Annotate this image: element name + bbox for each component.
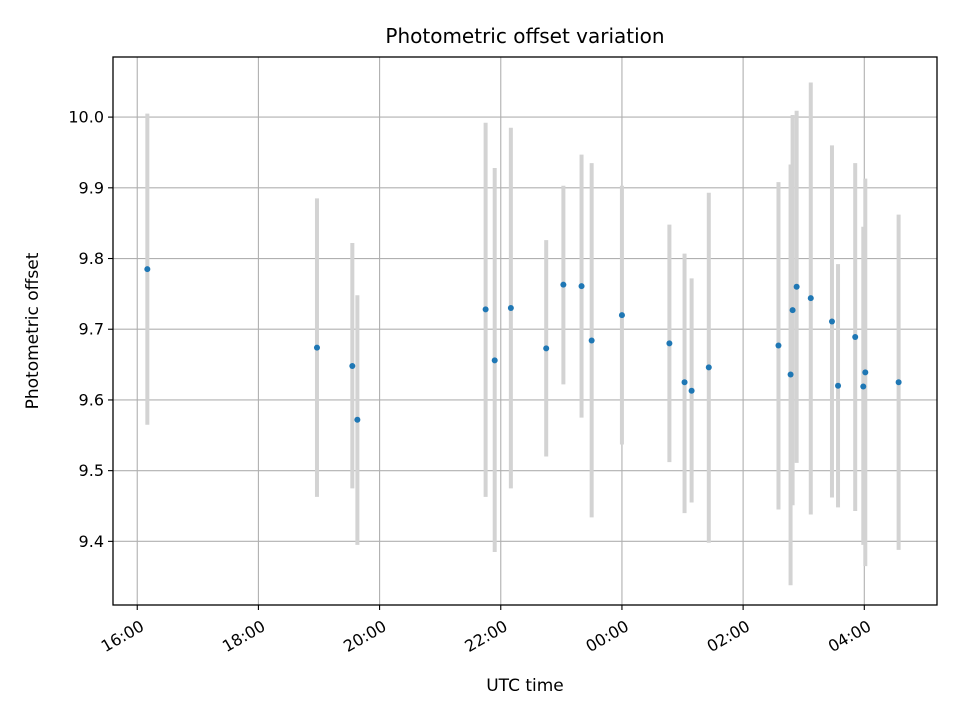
data-point	[895, 379, 902, 386]
y-ticks: 9.4 9.5 9.6 9.7 9.8 9.9 10.0	[68, 108, 113, 551]
x-axis-label: UTC time	[486, 676, 564, 696]
data-point	[507, 305, 514, 312]
data-point	[543, 345, 550, 352]
y-tick-label: 10.0	[68, 108, 104, 127]
data-point	[862, 369, 869, 376]
data-point	[705, 364, 712, 371]
data-point	[681, 379, 688, 386]
y-axis-label: Photometric offset	[23, 252, 43, 409]
data-point	[789, 307, 796, 314]
data-point	[482, 306, 489, 313]
data-point	[578, 283, 585, 290]
data-point	[828, 318, 835, 325]
data-point	[618, 312, 625, 319]
data-point	[560, 281, 567, 288]
y-tick-label: 9.8	[79, 249, 104, 268]
y-tick-label: 9.4	[79, 532, 104, 551]
y-tick-label: 9.5	[79, 461, 104, 480]
data-point	[588, 337, 595, 344]
data-point	[144, 266, 151, 273]
data-point	[852, 334, 859, 341]
plot-frame	[112, 56, 938, 606]
y-tick-label: 9.9	[79, 178, 104, 197]
y-tick-label: 9.6	[79, 390, 104, 409]
data-point	[354, 416, 361, 423]
data-point	[793, 283, 800, 290]
data-point	[688, 387, 695, 394]
data-point	[860, 383, 867, 390]
y-tick-label: 9.7	[79, 320, 104, 339]
data-point	[807, 295, 814, 302]
data-point	[349, 363, 356, 370]
chart-title: Photometric offset variation	[385, 24, 664, 48]
data-point	[835, 382, 842, 389]
data-point	[787, 371, 794, 378]
data-point	[313, 344, 320, 351]
data-point	[775, 342, 782, 349]
data-point	[666, 340, 673, 347]
points	[144, 266, 902, 423]
data-point	[491, 357, 498, 364]
